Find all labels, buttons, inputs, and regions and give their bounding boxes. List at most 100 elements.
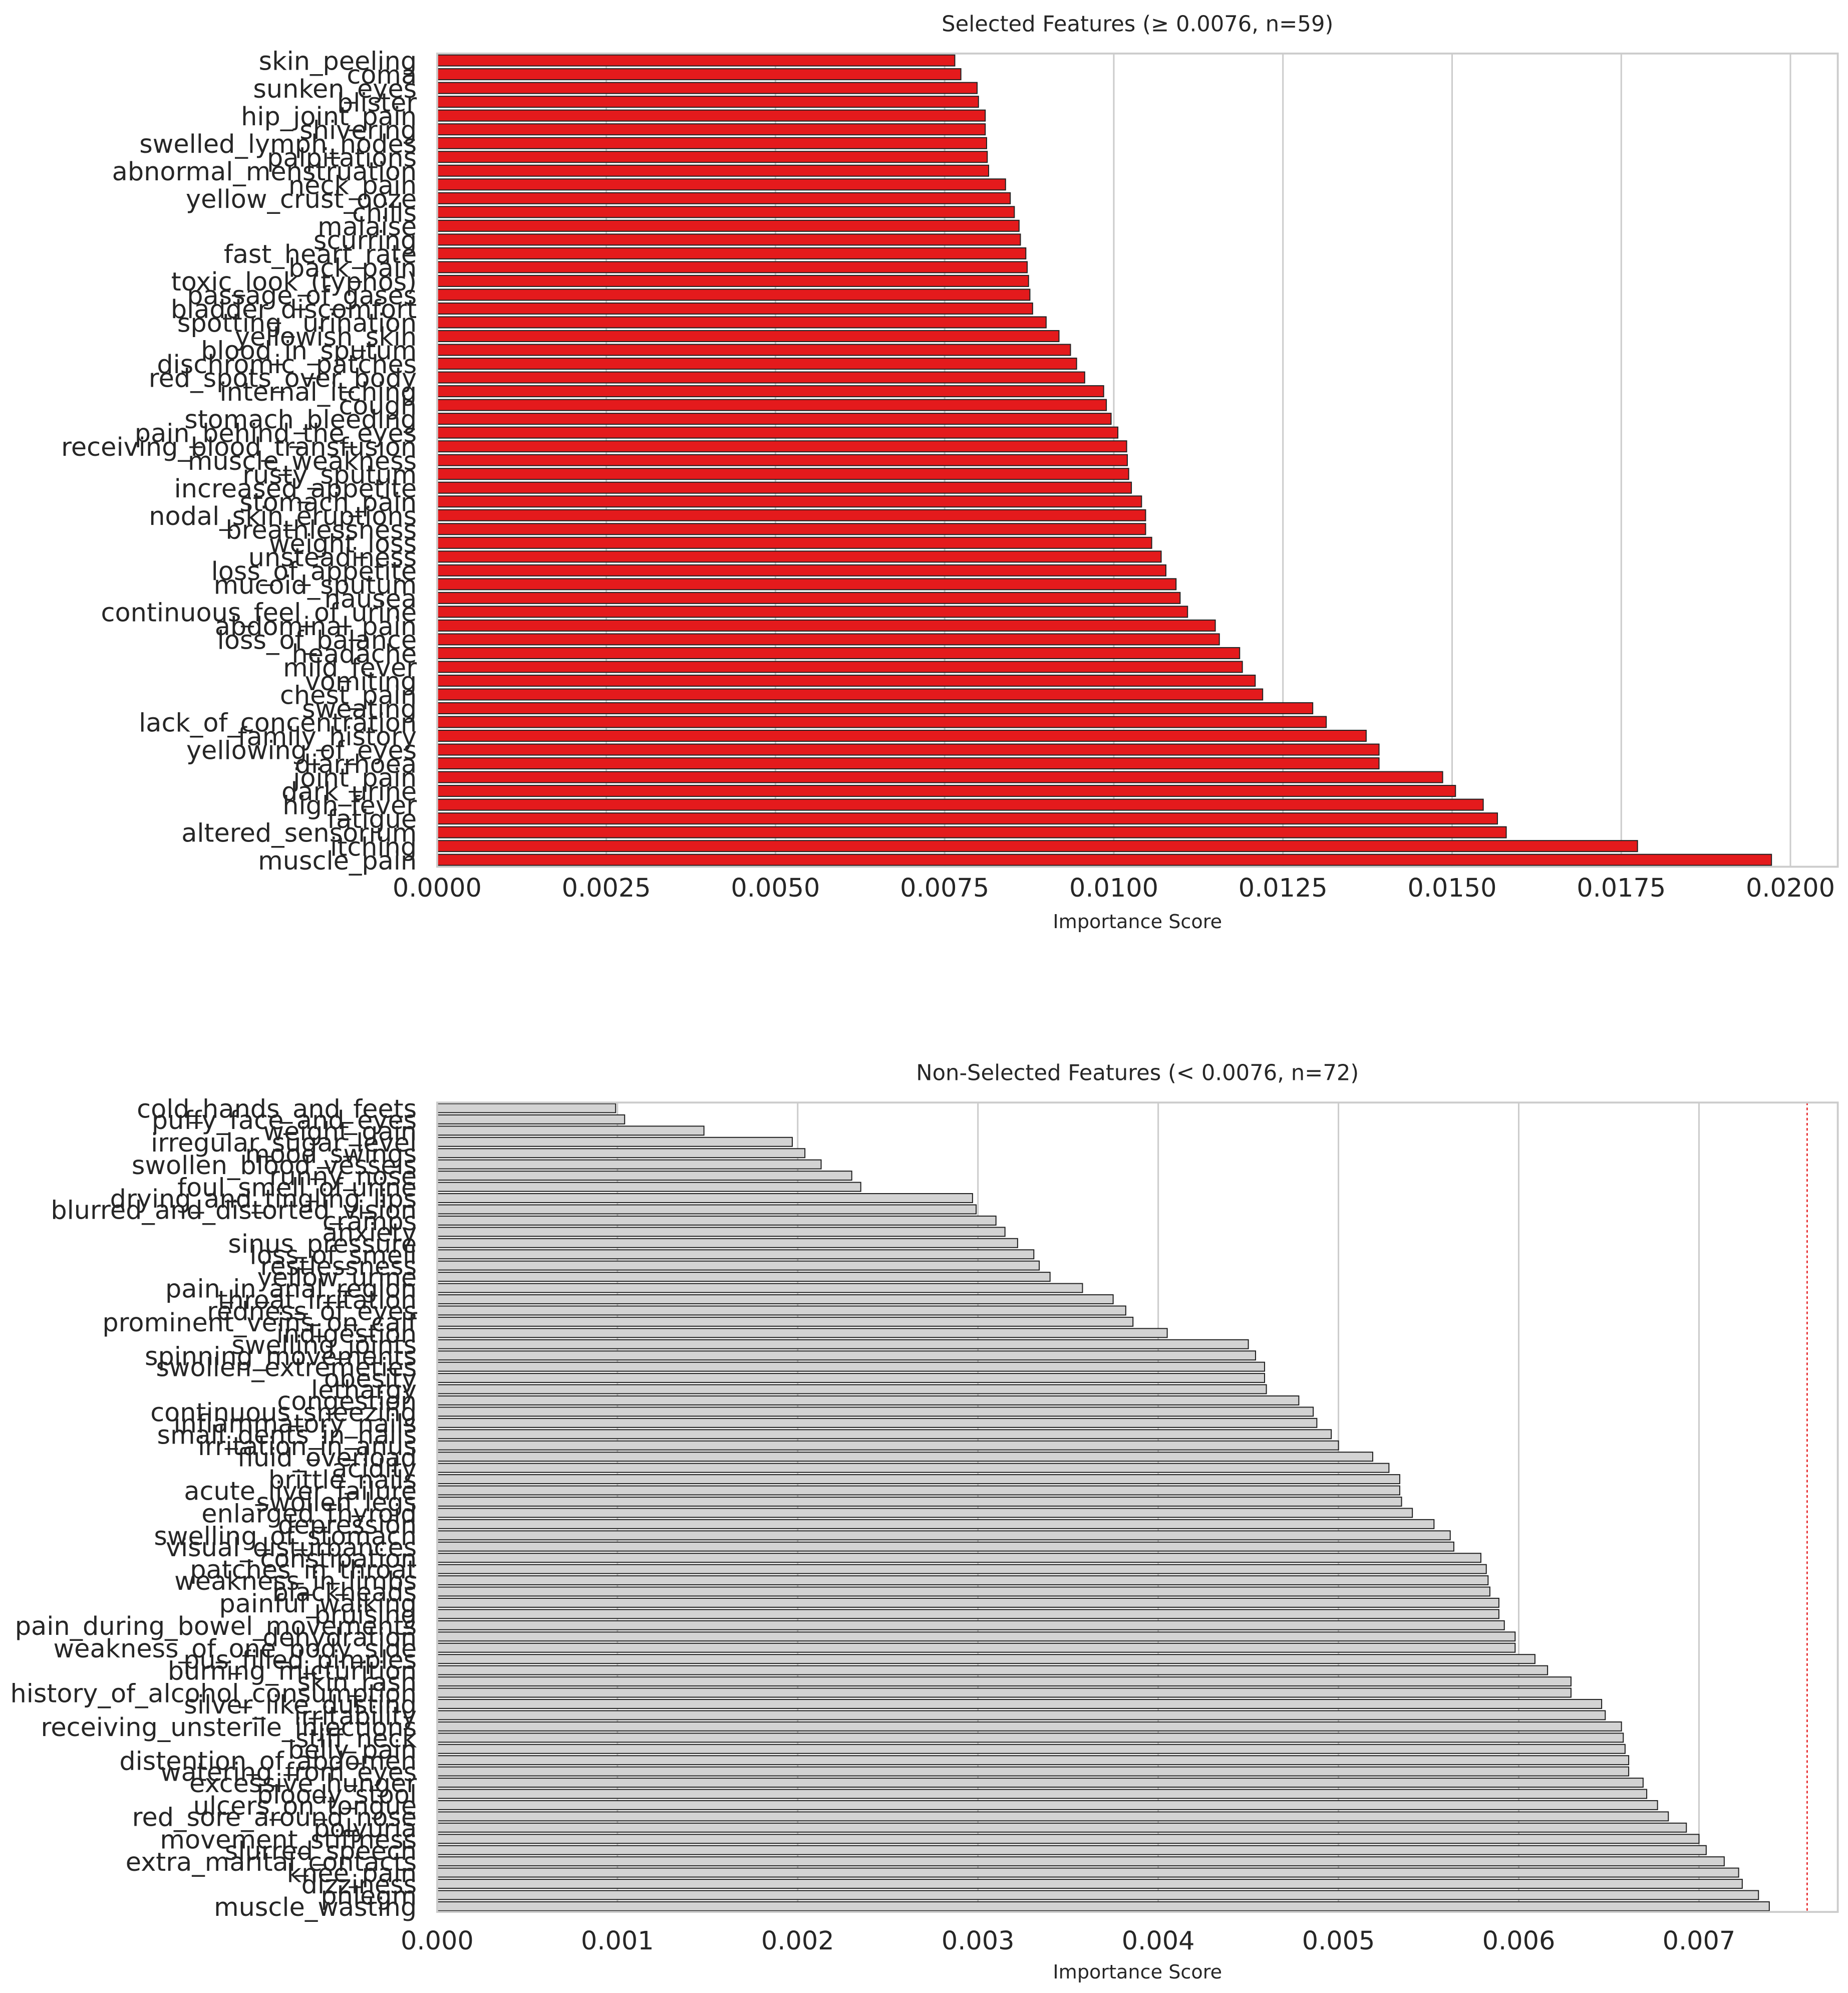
bar xyxy=(436,192,1011,204)
y-tick-label: patches_in_throat xyxy=(190,1556,417,1585)
x-tick-label: 0.005 xyxy=(1302,1926,1375,1956)
y-tick-label: chest_pain xyxy=(280,681,417,711)
bar xyxy=(436,219,1020,232)
y-tick-label: sunken_eyes xyxy=(253,75,417,104)
y-tick-label: spinning_movements xyxy=(145,1342,417,1371)
y-tick-label: cramps xyxy=(323,1207,417,1237)
bar xyxy=(436,109,986,122)
bar xyxy=(436,1395,1300,1405)
bar xyxy=(436,1136,793,1147)
y-tick-label: cough xyxy=(339,392,417,421)
y-tick-label: prominent_veins_on_calf xyxy=(102,1308,417,1338)
bar xyxy=(436,798,1484,811)
y-tick-label: joint_pain xyxy=(292,764,417,793)
bar xyxy=(436,178,1006,191)
y-tick-label: dischromic _patches xyxy=(157,350,417,380)
y-tick-label: enlarged_thyroid xyxy=(201,1499,417,1529)
y-tick-label: mood_swings xyxy=(245,1140,417,1169)
y-tick-label: shivering xyxy=(299,116,417,145)
y-tick-label: obesity xyxy=(324,1364,417,1394)
y-tick-label: dark_urine xyxy=(281,777,417,807)
bar xyxy=(436,481,1132,494)
y-tick-label: abnormal_menstruation xyxy=(112,157,417,187)
bar xyxy=(436,1283,1083,1293)
y-tick-label: fluid_overload xyxy=(237,1443,417,1473)
y-tick-label: continuous_feel_of_urine xyxy=(101,598,417,628)
y-tick-label: receiving_blood_transfusion xyxy=(61,433,417,462)
bar xyxy=(436,1429,1332,1440)
bar xyxy=(436,206,1015,218)
y-tick-label: swollen_blood_vessels xyxy=(132,1151,417,1181)
bar xyxy=(436,702,1314,715)
bar xyxy=(436,96,979,108)
bar xyxy=(436,1530,1451,1541)
bar xyxy=(436,413,1112,425)
bar xyxy=(436,674,1256,687)
x-tick-label: 0.0200 xyxy=(1746,874,1835,903)
y-tick-label: depression xyxy=(278,1511,417,1540)
y-tick-label: fast_heart_rate xyxy=(224,240,417,269)
bar xyxy=(436,1766,1630,1777)
y-tick-label: weight_loss xyxy=(269,529,417,559)
y-tick-label: redness_of_eyes xyxy=(207,1297,417,1327)
y-tick-label: distention_of_abdomen xyxy=(119,1747,417,1776)
x-tick-label: 0.0000 xyxy=(393,874,482,903)
y-tick-label: excessive_hunger xyxy=(189,1769,417,1799)
bar xyxy=(436,274,1029,287)
bar xyxy=(436,1822,1687,1833)
y-tick-label: loss_of_appetite xyxy=(211,557,417,587)
x-tick-label: 0.0050 xyxy=(731,874,820,903)
bar xyxy=(436,233,1021,246)
y-tick-label: high_fever xyxy=(282,791,417,821)
y-tick-label: restlessness xyxy=(260,1252,417,1282)
bar xyxy=(436,550,1162,563)
x-axis-label: Importance Score xyxy=(1053,911,1222,933)
bar xyxy=(436,1564,1487,1574)
bar xyxy=(436,1586,1490,1597)
y-tick-label: drying_and_tingling_lips xyxy=(110,1185,417,1214)
bar xyxy=(436,1755,1630,1766)
y-tick-label: dizziness xyxy=(301,1870,417,1900)
bar xyxy=(436,164,990,177)
bar xyxy=(436,1148,806,1159)
y-tick-label: loss_of_balance xyxy=(217,626,417,655)
bar xyxy=(436,1541,1454,1552)
bar xyxy=(436,385,1104,398)
bar xyxy=(436,1440,1339,1451)
bar xyxy=(436,1654,1535,1664)
y-tick-label: vomiting xyxy=(305,667,417,697)
y-tick-label: phlegm xyxy=(321,1882,417,1911)
chart-title: Selected Features (≥ 0.0076, n=59) xyxy=(942,12,1333,37)
y-tick-label: irritation_in_anus xyxy=(198,1432,417,1462)
bar xyxy=(436,619,1216,632)
bar xyxy=(436,1227,1006,1237)
bar xyxy=(436,123,986,136)
bar xyxy=(436,1406,1314,1417)
bar xyxy=(436,1901,1770,1911)
y-tick-label: bruising xyxy=(314,1600,417,1630)
y-tick-label: yellowing_of_eyes xyxy=(186,736,417,766)
bar xyxy=(436,716,1327,728)
y-tick-label: rusty_sputum xyxy=(242,460,417,490)
y-tick-label: stomach_pain xyxy=(239,488,417,517)
bar xyxy=(436,729,1367,742)
plot-frame xyxy=(436,1101,1839,1913)
bar xyxy=(436,1305,1126,1316)
y-tick-label: polyuria xyxy=(314,1814,417,1844)
y-tick-label: receiving_unsterile_injections xyxy=(41,1713,417,1743)
y-tick-label: acute_liver_failure xyxy=(184,1477,417,1507)
y-tick-label: pain_during_bowel_movements xyxy=(15,1612,417,1641)
bar xyxy=(436,68,962,81)
y-tick-label: yellow_urine xyxy=(257,1263,417,1293)
bar xyxy=(436,688,1264,701)
bar xyxy=(436,1575,1489,1586)
bar xyxy=(436,344,1071,356)
bar xyxy=(436,495,1142,508)
y-tick-label: congestion xyxy=(277,1387,417,1416)
y-tick-label: altered_sensorium xyxy=(181,819,417,848)
x-tick-label: 0.001 xyxy=(581,1926,654,1956)
y-tick-label: pus_filled_pimples xyxy=(183,1645,417,1675)
y-tick-label: history_of_alcohol_consumption xyxy=(11,1679,417,1709)
y-tick-label: bladder_discomfort xyxy=(171,295,417,325)
bar xyxy=(436,509,1146,521)
